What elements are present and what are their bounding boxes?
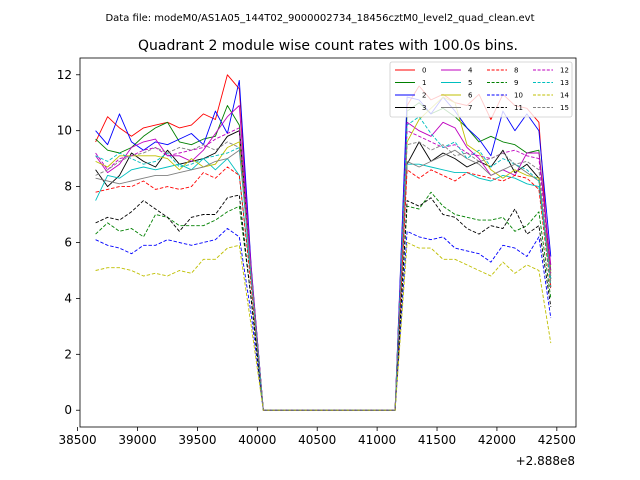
chart-suptitle: Data file: modeM0/AS1A05_144T02_90000027… xyxy=(105,13,534,24)
legend-label-4: 4 xyxy=(468,67,473,75)
y-tick-label: 8 xyxy=(64,180,72,194)
legend-label-3: 3 xyxy=(422,104,426,112)
x-tick-label: 41500 xyxy=(418,433,456,447)
x-tick-label: 39000 xyxy=(118,433,156,447)
x-tick-label: 40000 xyxy=(238,433,276,447)
series-lines xyxy=(95,74,552,411)
y-tick-label: 10 xyxy=(57,124,72,138)
x-tick-label: 42500 xyxy=(538,433,576,447)
y-tick-label: 2 xyxy=(64,347,72,361)
x-tick-label: 42000 xyxy=(478,433,516,447)
legend-label-12: 12 xyxy=(560,67,569,75)
y-tick-label: 6 xyxy=(64,236,72,250)
x-axis-ticks: 38500 39000 39500 40000 40500 41000 41500 42000… xyxy=(59,427,576,447)
series-line-13 xyxy=(95,116,552,411)
legend-label-8: 8 xyxy=(514,67,518,75)
legend-label-0: 0 xyxy=(422,67,426,75)
y-tick-label: 0 xyxy=(64,403,72,417)
x-axis-offset-label: +2.888e8 xyxy=(516,454,575,468)
legend-label-13: 13 xyxy=(560,79,569,87)
chart-title: Quadrant 2 module wise count rates with … xyxy=(138,38,518,54)
legend-label-1: 1 xyxy=(422,79,426,87)
legend-box xyxy=(389,61,573,118)
legend-label-15: 15 xyxy=(560,104,569,112)
legend-label-10: 10 xyxy=(514,92,523,100)
series-line-8 xyxy=(95,166,552,411)
x-tick-label: 41000 xyxy=(358,433,396,447)
legend-label-11: 11 xyxy=(514,104,523,112)
legend-label-7: 7 xyxy=(468,104,472,112)
series-line-14 xyxy=(95,242,552,411)
legend-label-14: 14 xyxy=(560,92,569,100)
x-tick-label: 40500 xyxy=(298,433,336,447)
legend-label-2: 2 xyxy=(422,92,426,100)
x-tick-label: 39500 xyxy=(178,433,216,447)
x-tick-label: 38500 xyxy=(59,433,97,447)
y-tick-label: 12 xyxy=(57,68,72,82)
y-axis-ticks: 0 2 4 6 8 10 12 xyxy=(57,68,80,417)
legend-label-5: 5 xyxy=(468,79,472,87)
legend-label-9: 9 xyxy=(514,79,518,87)
legend-label-6: 6 xyxy=(468,92,473,100)
series-line-15 xyxy=(95,141,552,411)
y-tick-label: 4 xyxy=(64,291,72,305)
